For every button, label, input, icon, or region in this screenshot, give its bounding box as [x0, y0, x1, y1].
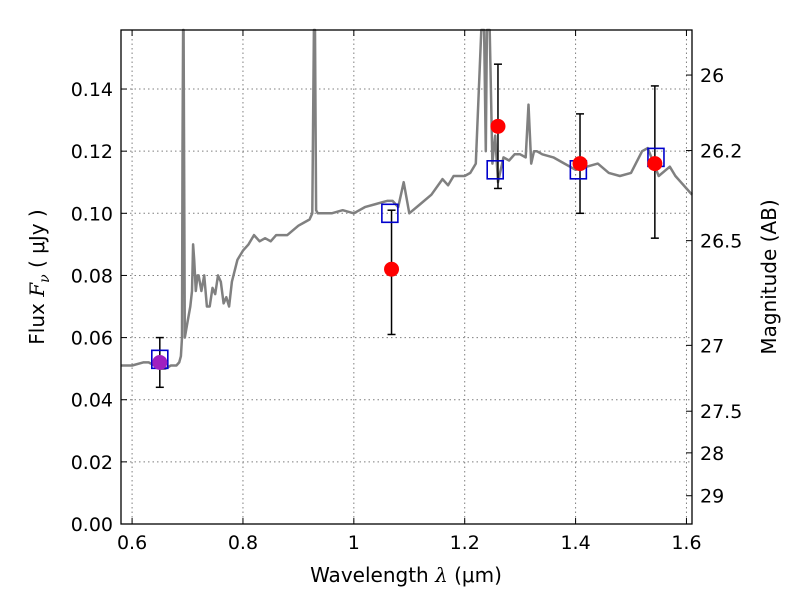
x-tick-label: 1.4 [560, 532, 590, 554]
observed-photometry-point [572, 156, 588, 172]
plot-frame [120, 29, 693, 525]
error-bars [155, 63, 659, 389]
observed-photometry-point [152, 354, 168, 370]
model-photometry-markers [151, 147, 665, 370]
x-tick-label: 1.2 [450, 532, 480, 554]
x-tick-label: 0.8 [228, 532, 258, 554]
y-tick-label: 0.02 [71, 452, 113, 474]
y-tick-label: 0.00 [71, 514, 113, 536]
model-photometry-square [486, 160, 504, 180]
y2-tick-label: 27 [700, 335, 724, 357]
spectrum-layer [121, 28, 693, 370]
observed-photometry-point [647, 156, 663, 172]
y-axis-label: Flux Fν ( μJy ) [25, 209, 53, 344]
y2-axis-label: Magnitude (AB) [757, 199, 781, 354]
model-photometry-square [381, 203, 399, 224]
x-axis-label: Wavelength λ (μm) [310, 563, 502, 587]
observed-photometry-point [490, 118, 506, 134]
y-tick-label: 0.14 [71, 79, 113, 101]
observed-photometry-point [384, 261, 400, 277]
x-tick-label: 1 [348, 532, 360, 554]
axis-ticks: 0.6 0.8 1 1.2 1.4 1.6 0.00 0.02 0.04 0.06 0.08 0.10… [71, 30, 742, 554]
y-tick-label: 0.08 [71, 265, 113, 287]
y-tick-label: 0.06 [71, 328, 113, 350]
y2-tick-label: 28 [700, 443, 724, 465]
y-tick-label: 0.04 [71, 390, 113, 412]
observed-photometry-markers [152, 118, 663, 370]
y2-tick-label: 26 [700, 65, 724, 87]
y-tick-label: 0.10 [71, 203, 113, 225]
x-tick-label: 1.6 [671, 532, 701, 554]
x-tick-label: 0.6 [117, 532, 147, 554]
y2-tick-label: 29 [700, 486, 724, 508]
grid-lines [121, 30, 692, 525]
y-tick-label: 0.12 [71, 141, 113, 163]
y2-tick-label: 27.5 [700, 401, 742, 423]
spectrum-line [121, 28, 693, 370]
y2-tick-label: 26.5 [700, 231, 742, 253]
y2-tick-label: 26.2 [700, 141, 742, 163]
